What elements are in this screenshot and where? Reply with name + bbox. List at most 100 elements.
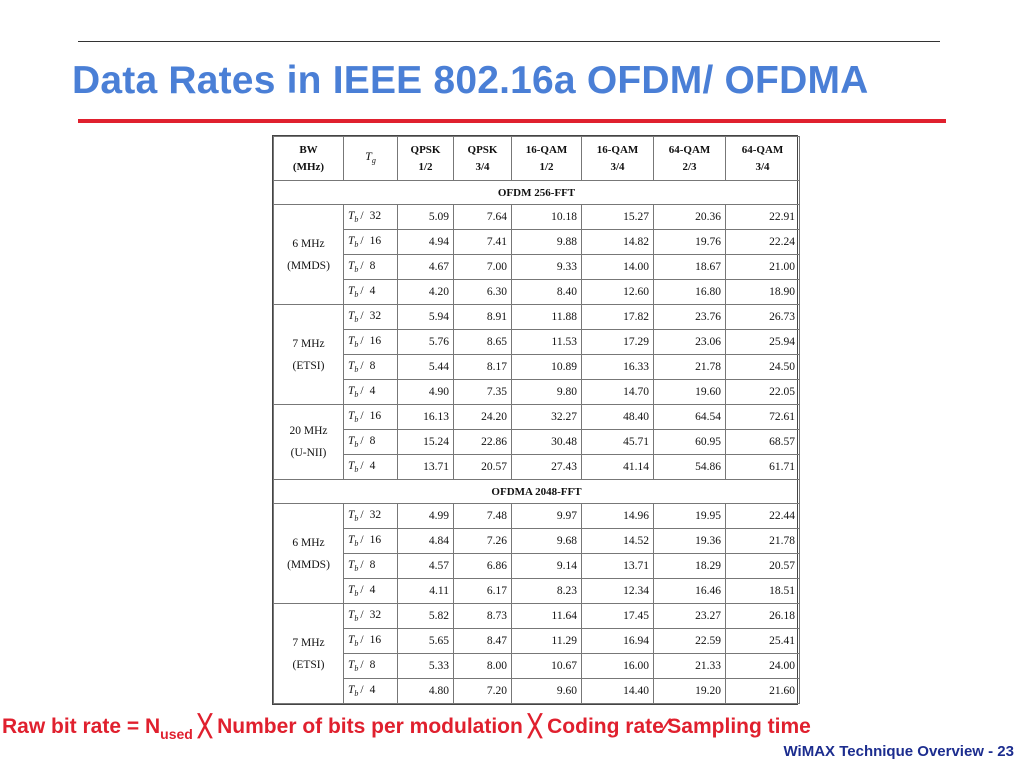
data-rate-cell: 7.35 [453, 379, 512, 405]
header-modulation-col: 64-QAM 3/4 [725, 136, 800, 181]
bandwidth-cell: 20 MHz (U-NII) [273, 404, 344, 480]
tb-subscript: b [354, 240, 359, 249]
header-tg-letter: T [365, 149, 372, 163]
guard-ratio-cell: Tb/ 4 [343, 279, 398, 305]
ratio-slash: / [360, 609, 364, 621]
data-rate-cell: 32.27 [511, 404, 582, 430]
guard-ratio: Tb/ 32 [348, 609, 382, 623]
data-rate-cell: 12.34 [581, 578, 654, 604]
ratio-divisor: 32 [369, 509, 382, 521]
tb-symbol: T [348, 534, 355, 546]
ratio-divisor: 8 [369, 360, 376, 372]
data-rate-cell: 14.96 [581, 503, 654, 529]
ratio-slash: / [360, 235, 364, 247]
data-rate-cell: 15.24 [397, 429, 454, 455]
table-row: Tb/ 8 5.33 8.00 10.67 16.00 21.33 24.00 [274, 653, 800, 679]
tb-symbol: T [348, 335, 355, 347]
data-rate-cell: 7.26 [453, 528, 512, 554]
ratio-divisor: 16 [369, 235, 382, 247]
tb-symbol: T [348, 684, 355, 696]
data-rate-cell: 19.36 [653, 528, 726, 554]
data-rate-cell: 7.41 [453, 229, 512, 255]
ratio-divisor: 4 [369, 684, 376, 696]
ratio-divisor: 32 [369, 609, 382, 621]
data-rate-cell: 23.06 [653, 329, 726, 355]
table-row: Tb/ 8 15.24 22.86 30.48 45.71 60.95 68.57 [274, 429, 800, 455]
guard-ratio-cell: Tb/ 8 [343, 254, 398, 280]
data-rate-cell: 10.18 [511, 204, 582, 230]
ratio-divisor: 4 [369, 460, 376, 472]
ratio-slash: / [360, 285, 364, 297]
header-modulation-name: 16-QAM [596, 143, 639, 156]
tb-symbol: T [348, 584, 355, 596]
formula-part-2: ╳ Number of bits per modulation ╳ Coding… [192, 715, 811, 738]
guard-ratio: Tb/ 4 [348, 285, 375, 299]
ratio-slash: / [360, 534, 364, 546]
ratio-slash: / [360, 509, 364, 521]
data-rate-cell: 72.61 [725, 404, 800, 430]
data-rate-cell: 30.48 [511, 429, 582, 455]
guard-ratio-cell: Tb/ 32 [343, 603, 398, 629]
header-modulation-name: QPSK [467, 143, 498, 156]
data-rate-cell: 18.67 [653, 254, 726, 280]
guard-ratio: Tb/ 8 [348, 360, 376, 374]
bandwidth-value: 7 MHz [292, 636, 325, 649]
tb-subscript: b [354, 539, 359, 548]
tb-symbol: T [348, 210, 355, 222]
header-coding-rate: 1/2 [418, 160, 433, 173]
ratio-slash: / [360, 360, 364, 372]
tb-subscript: b [354, 689, 359, 698]
data-rate-table-container: BW (MHz) Tg QPSK 1/2 QPSK 3/4 16-QAM 1/2 16-QA… [272, 135, 800, 705]
table-body: OFDM 256-FFT 6 MHz (MMDS) Tb/32 5.09 7.64 10.1… [273, 180, 800, 704]
data-rate-cell: 11.53 [511, 329, 582, 355]
ratio-slash: / [360, 634, 364, 646]
data-rate-cell: 17.29 [581, 329, 654, 355]
top-divider-line [78, 41, 940, 42]
data-rate-cell: 41.14 [581, 454, 654, 480]
header-coding-rate: 1/2 [539, 160, 554, 173]
slide-footer: WiMAX Technique Overview - 23 [783, 743, 1014, 760]
data-rate-cell: 45.71 [581, 429, 654, 455]
ratio-divisor: 8 [369, 435, 376, 447]
data-rate-cell: 4.67 [397, 254, 454, 280]
data-rate-cell: 8.65 [453, 329, 512, 355]
data-rate-cell: 9.80 [511, 379, 582, 405]
data-rate-cell: 8.17 [453, 354, 512, 380]
data-rate-cell: 4.84 [397, 528, 454, 554]
table-row: Tb/ 16 4.94 7.41 9.88 14.82 19.76 22.24 [274, 229, 800, 255]
data-rate-cell: 16.46 [653, 578, 726, 604]
data-rate-cell: 7.64 [453, 204, 512, 230]
header-bw-unit: (MHz) [292, 160, 325, 173]
header-modulation-col: 64-QAM 2/3 [653, 136, 726, 181]
data-rate-cell: 5.33 [397, 653, 454, 679]
table-row: Tb/ 4 4.11 6.17 8.23 12.34 16.46 18.51 [274, 578, 800, 604]
ratio-divisor: 8 [369, 260, 376, 272]
data-rate-cell: 15.27 [581, 204, 654, 230]
data-rate-cell: 16.94 [581, 628, 654, 654]
guard-ratio: Tb/ 16 [348, 410, 381, 424]
data-rate-cell: 18.29 [653, 553, 726, 579]
header-modulation-col: 16-QAM 1/2 [511, 136, 582, 181]
section-title: OFDM 256-FFT [273, 180, 800, 205]
section-header-row: OFDM 256-FFT [273, 180, 800, 205]
table-row: Tb/ 4 13.71 20.57 27.43 41.14 54.86 61.71 [274, 454, 800, 480]
guard-ratio-cell: Tb/ 32 [343, 503, 398, 529]
bandwidth-band: (ETSI) [292, 359, 325, 372]
data-rate-cell: 26.73 [725, 304, 800, 330]
table-row: Tb/ 8 5.44 8.17 10.89 16.33 21.78 24.50 [274, 354, 800, 380]
ratio-slash: / [360, 435, 364, 447]
data-rate-cell: 27.43 [511, 454, 582, 480]
guard-ratio-cell: Tb/ 8 [343, 429, 398, 455]
bandwidth-cell: 7 MHz (ETSI) [273, 603, 344, 704]
tb-subscript: b [354, 465, 359, 474]
data-rate-cell: 16.33 [581, 354, 654, 380]
bandwidth-band: (U-NII) [290, 447, 327, 459]
ratio-slash: / [360, 310, 364, 322]
data-rate-cell: 14.82 [581, 229, 654, 255]
slide-title: Data Rates in IEEE 802.16a OFDM/ OFDMA [72, 59, 869, 102]
data-rate-cell: 11.88 [511, 304, 582, 330]
data-rate-cell: 5.44 [397, 354, 454, 380]
tb-subscript: b [354, 564, 359, 573]
data-rate-cell: 6.30 [453, 279, 512, 305]
title-underline [78, 119, 946, 123]
